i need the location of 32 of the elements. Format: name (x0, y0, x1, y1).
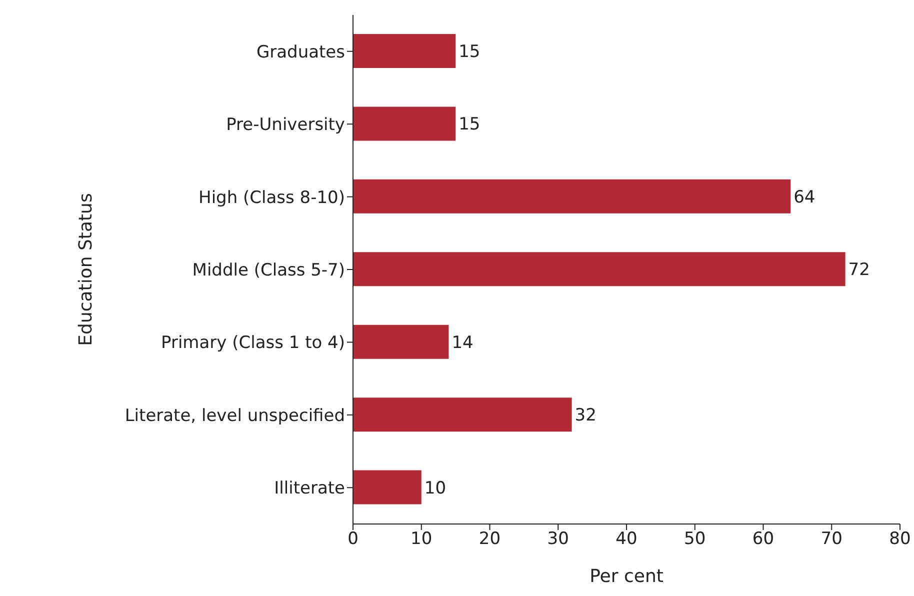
bar (353, 470, 422, 504)
data-label: 15 (458, 42, 480, 62)
data-label: 10 (424, 478, 446, 498)
x-tick-label: 80 (889, 529, 911, 550)
x-tick-label: 60 (752, 529, 774, 550)
x-axis-title: Per cent (590, 566, 664, 587)
x-tick-label: 40 (616, 529, 638, 550)
data-label: 32 (574, 406, 596, 426)
bar (353, 179, 791, 214)
data-label: 15 (458, 114, 480, 135)
x-tick-label: 0 (348, 529, 358, 550)
y-tick-label: Pre-University (226, 115, 345, 136)
y-tick-label: Primary (Class 1 to 4) (161, 333, 345, 354)
y-tick-label: High (Class 8-10) (198, 188, 345, 208)
x-tick-label: 30 (547, 529, 569, 550)
data-label: 14 (452, 332, 474, 353)
y-tick-label: Literate, level unspecified (124, 406, 345, 426)
data-label: 72 (848, 260, 870, 280)
x-tick-label: 50 (684, 529, 706, 550)
bar (353, 398, 572, 432)
data-label: 64 (794, 187, 816, 208)
y-tick-label: Illiterate (274, 478, 345, 499)
y-tick-label: Graduates (256, 42, 346, 62)
x-tick-label: 70 (820, 529, 842, 550)
x-tick-label: 10 (410, 529, 432, 550)
y-axis-title: Education Status (75, 193, 96, 346)
x-tick-label: 20 (478, 529, 501, 550)
bar (353, 34, 456, 68)
bar (353, 252, 846, 286)
bar (353, 106, 456, 141)
bar (353, 324, 449, 359)
y-tick-label: Middle (Class 5-7) (192, 260, 345, 281)
